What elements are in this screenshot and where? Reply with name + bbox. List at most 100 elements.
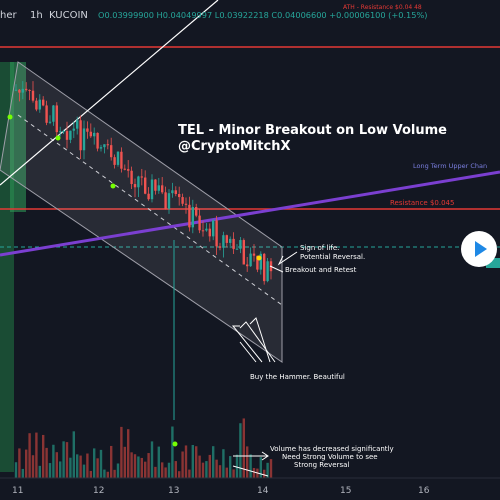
volume-bar [31,455,35,478]
candle-body [86,128,89,132]
candle-body [215,220,218,247]
candle-body [144,177,147,194]
candle-body [79,120,82,151]
long-term-trendline [0,170,500,257]
candle-body [167,193,171,209]
annotation-hammer: Buy the Hammer. Beautiful [250,373,345,381]
candle-body [137,176,140,188]
play-button[interactable] [461,231,497,267]
volume-bar [110,445,113,478]
candle-body [35,100,38,110]
price-tag [486,258,500,268]
volume-bar [259,457,262,478]
breakout-dot [256,255,262,261]
volume-bar [113,469,116,478]
candle-body [82,128,86,151]
volume-bar [266,462,269,478]
volume-bar [79,455,82,478]
candle-body [188,204,191,228]
chart-title: TEL - Minor Breakout on Low Volume [178,123,447,138]
candle-body [184,203,188,205]
candle-body [55,105,58,133]
volume-bar [103,469,106,478]
volume-bar [215,459,218,478]
signal-dot [55,135,61,141]
resistance-label: Resistance $0.045 [390,199,454,207]
x-tick-label: 13 [168,486,179,496]
candle-body [123,168,126,170]
volume-bar [164,467,167,478]
candle-body [191,207,194,228]
candle-body [103,144,106,148]
volume-bar [99,449,103,478]
volume-bar [154,466,157,478]
candle-body [89,131,92,137]
volume-bar [82,464,86,478]
candle-body [110,145,113,158]
volume-bar [161,462,164,478]
candle-body [99,147,103,149]
long-term-label: Long Term Upper Chan [413,162,487,170]
volume-bar [235,454,239,478]
volume-bar [174,461,177,478]
volume-bar [242,418,245,478]
candle-body [239,240,242,249]
header-bar: her 1h KUCOIN O0.03999900 H0.04049997 L0… [0,10,427,21]
candle-body [225,235,228,243]
candle-body [113,157,116,165]
volume-bar [181,451,184,478]
candle-body [31,90,35,101]
volume-bar [127,429,130,478]
candle-body [150,179,154,200]
candle-body [235,248,239,250]
volume-bar [184,445,188,478]
header-symbol: her [0,10,17,21]
volume-bar [147,453,150,478]
volume-bar [171,426,174,478]
header-ohlc: O0.03999900 H0.04049997 L0.03922218 C0.0… [98,10,427,20]
candle-body [242,240,245,265]
candle-body [205,228,208,231]
volume-bar [96,458,99,478]
volume-bar [263,469,266,478]
volume-bar [106,471,109,478]
candle-body [266,261,269,282]
x-tick-label: 12 [93,486,104,496]
volume-bar [178,471,181,478]
channel-midline [17,114,283,306]
volume-bar [89,470,92,478]
candle-body [178,193,181,198]
x-tick-label: 16 [418,486,430,496]
candle-body [140,176,143,178]
volume-bar [208,454,211,478]
volume-bar [65,442,69,478]
volume-bar [28,433,31,478]
volume-bar [144,461,147,478]
volume-bar [212,446,215,478]
volume-bar [201,462,205,478]
volume-bar [21,468,24,478]
sign-of-life-arrow [277,251,298,266]
play-icon [475,241,487,257]
volume-bar [191,444,194,478]
volume-bars [14,418,273,478]
volume-bar [218,465,222,478]
volume-bar [246,446,249,478]
volume-bar [62,441,65,478]
volume-bar [25,449,28,478]
volume-bar [55,452,58,478]
x-tick-label: 14 [257,486,269,496]
volume-bar [59,461,62,478]
volume-bar [76,454,79,478]
volume-bar [198,455,201,478]
candle-body [38,99,41,110]
candle-body [133,184,137,188]
volume-bar [35,432,38,478]
volume-bar [205,461,208,478]
candle-body [212,220,215,237]
volume-bar [38,465,41,478]
header-exchange: KUCOIN [49,10,88,21]
candle-body [18,89,21,93]
